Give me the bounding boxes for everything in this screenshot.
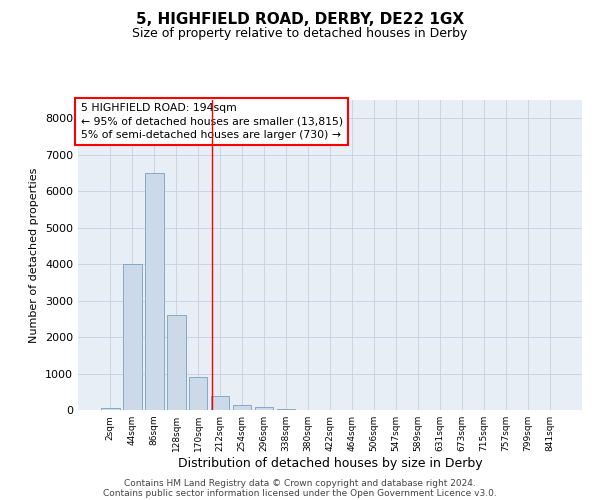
Bar xyxy=(189,377,208,410)
Bar xyxy=(123,264,142,410)
Text: 5 HIGHFIELD ROAD: 194sqm
← 95% of detached houses are smaller (13,815)
5% of sem: 5 HIGHFIELD ROAD: 194sqm ← 95% of detach… xyxy=(80,103,343,140)
Bar xyxy=(255,407,274,410)
Bar xyxy=(101,408,119,410)
Text: 5, HIGHFIELD ROAD, DERBY, DE22 1GX: 5, HIGHFIELD ROAD, DERBY, DE22 1GX xyxy=(136,12,464,28)
Bar xyxy=(211,396,229,410)
Bar xyxy=(277,408,295,410)
Bar xyxy=(167,315,185,410)
Text: Contains HM Land Registry data © Crown copyright and database right 2024.: Contains HM Land Registry data © Crown c… xyxy=(124,478,476,488)
X-axis label: Distribution of detached houses by size in Derby: Distribution of detached houses by size … xyxy=(178,457,482,470)
Bar xyxy=(233,406,251,410)
Text: Size of property relative to detached houses in Derby: Size of property relative to detached ho… xyxy=(133,28,467,40)
Text: Contains public sector information licensed under the Open Government Licence v3: Contains public sector information licen… xyxy=(103,488,497,498)
Bar xyxy=(145,173,164,410)
Y-axis label: Number of detached properties: Number of detached properties xyxy=(29,168,40,342)
